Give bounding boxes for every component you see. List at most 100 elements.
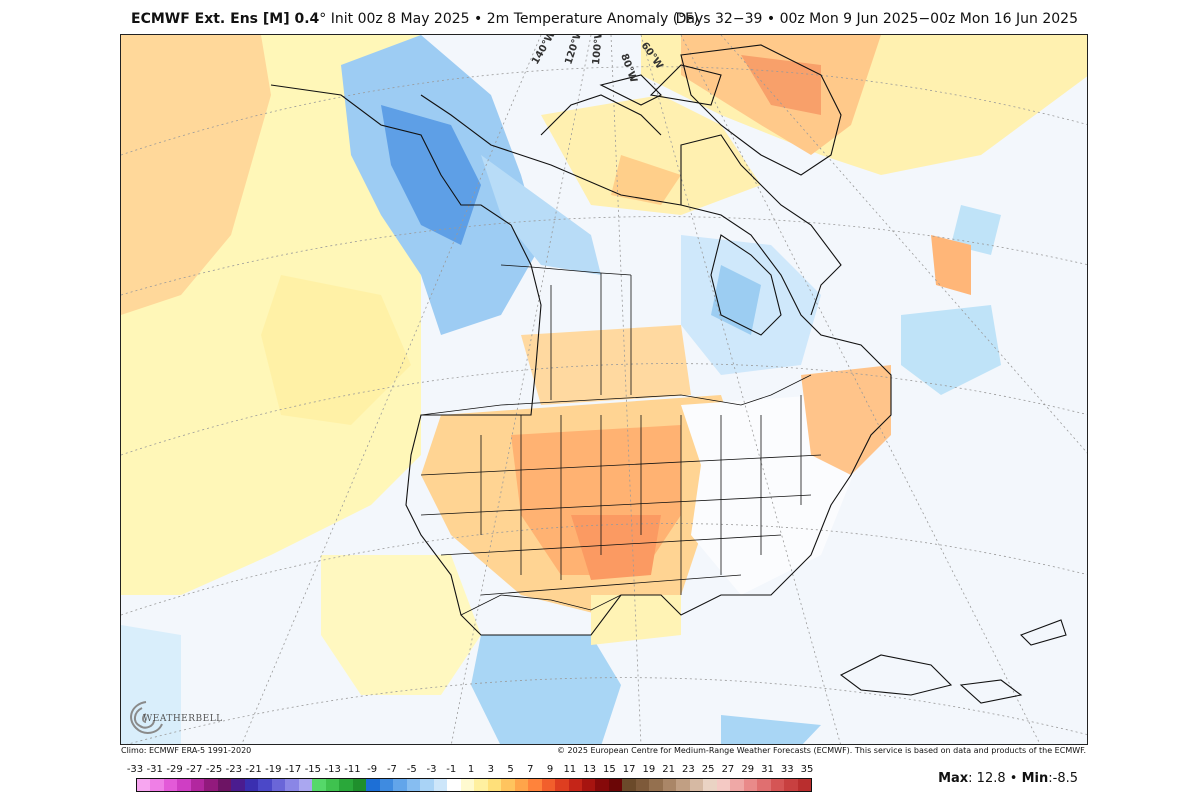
- colorbar-tick-label: -19: [265, 764, 282, 775]
- climo-note: Climo: ECMWF ERA-5 1991-2020: [121, 746, 252, 755]
- coastlines: [270, 44, 1067, 704]
- colorbar-tick-label: -23: [225, 764, 242, 775]
- weatherbell-logo: [130, 701, 163, 734]
- colorbar-swatch: [190, 779, 205, 791]
- valid-period: Days 32−39 • 00z Mon 9 Jun 2025−00z Mon …: [676, 11, 1078, 27]
- colorbar-tick-label: 17: [622, 764, 636, 775]
- colorbar-swatch: [339, 779, 353, 791]
- colorbar-swatch: [298, 779, 313, 791]
- colorbar-swatch: [244, 779, 259, 791]
- east-pacific-warm: [321, 555, 481, 695]
- colorbar-swatch: [730, 779, 744, 791]
- colorbar-swatch: [784, 779, 798, 791]
- colorbar-tick-label: 11: [563, 764, 577, 775]
- colorbar-tick-label: 29: [741, 764, 755, 775]
- colorbar-swatch: [568, 779, 582, 791]
- logo-text: WEATHERBELL: [143, 714, 223, 724]
- colorbar-swatch: [312, 779, 326, 791]
- stats-separator: •: [1009, 771, 1018, 786]
- colorbar-swatch: [366, 779, 380, 791]
- colorbar-swatch: [689, 779, 704, 791]
- product-name: 2m Temperature Anomaly (°F): [486, 11, 699, 27]
- colorbar-swatch: [460, 779, 475, 791]
- colorbar-tick-label: 31: [761, 764, 774, 775]
- colorbar-swatch: [622, 779, 636, 791]
- colorbar-swatch: [649, 779, 663, 791]
- colorbar-swatch: [352, 779, 367, 791]
- colorbar: [136, 778, 812, 792]
- colorbar-swatch: [581, 779, 596, 791]
- min-value: :-8.5: [1048, 771, 1078, 786]
- colorbar-swatch: [217, 779, 232, 791]
- colorbar-tick-label: 33: [780, 764, 794, 775]
- colorbar-swatch: [379, 779, 394, 791]
- colorbar-swatch: [137, 779, 151, 791]
- colorbar-swatch: [177, 779, 191, 791]
- colorbar-swatch: [514, 779, 529, 791]
- arctic-canada-warm: [541, 95, 761, 215]
- colorbar-tick-label: -7: [386, 764, 397, 775]
- hudson-bay-cold-core: [711, 265, 761, 335]
- colorbar-tick-label: 5: [507, 764, 514, 775]
- title-bullet: •: [474, 11, 483, 27]
- colorbar-swatch: [433, 779, 448, 791]
- init-time: Init 00z 8 May 2025: [330, 11, 470, 27]
- colorbar-swatch: [716, 779, 731, 791]
- colorbar-tick-label: 35: [800, 764, 814, 775]
- model-name: ECMWF Ext. Ens [M] 0.4: [131, 11, 320, 27]
- colorbar-swatch: [150, 779, 164, 791]
- colorbar-tick-label: -1: [446, 764, 457, 775]
- colorbar-swatch: [676, 779, 690, 791]
- colorbar-swatch: [797, 779, 812, 791]
- colorbar-labels: -33 -31 -29 -27 -25 -23 -21 -19 -17 -15 -13 -11 -9 -7…: [120, 764, 820, 778]
- valid-bullet: •: [766, 11, 776, 27]
- colorbar-swatch: [703, 779, 717, 791]
- colorbar-swatch: [285, 779, 299, 791]
- resolution-degree: °: [319, 11, 327, 27]
- colorbar-tick-label: 25: [701, 764, 715, 775]
- colorbar-swatch: [528, 779, 542, 791]
- colorbar-tick-label: -31: [146, 764, 163, 775]
- min-label: Min: [1021, 771, 1049, 786]
- colorbar-swatch: [757, 779, 771, 791]
- texas-oklahoma-warm-max: [571, 515, 661, 580]
- colorbar-tick-label: -13: [324, 764, 341, 775]
- colorbar-swatch: [447, 779, 461, 791]
- max-min-stats: Max: 12.8 • Min:-8.5: [938, 771, 1078, 786]
- colorbar-tick-label: 19: [642, 764, 656, 775]
- colorbar-tick-label: 3: [487, 764, 494, 775]
- yukon-cool-area: [481, 155, 601, 275]
- colorbar-swatch: [770, 779, 785, 791]
- colorbar-swatch: [474, 779, 488, 791]
- colorbar-swatch: [406, 779, 421, 791]
- colorbar-tick-label: 15: [602, 764, 616, 775]
- canadian-prairies-warm: [521, 325, 691, 405]
- colorbar-tick-label: -21: [245, 764, 262, 775]
- colorbar-swatch: [662, 779, 677, 791]
- labrador-sea-cool: [951, 205, 1001, 255]
- max-value: : 12.8: [968, 771, 1006, 786]
- southern-mexico-cool: [471, 635, 621, 744]
- valid-range: 00z Mon 9 Jun 2025−00z Mon 16 Jun 2025: [779, 11, 1078, 27]
- colorbar-tick-label: -17: [284, 764, 302, 775]
- colorbar-swatch: [231, 779, 245, 791]
- greenland-warm-max: [741, 55, 821, 115]
- colorbar-swatch: [541, 779, 556, 791]
- colorbar-swatch: [555, 779, 569, 791]
- colorbar-swatch: [325, 779, 340, 791]
- map-title: ECMWF Ext. Ens [M] 0.4° Init 00z 8 May 2…: [131, 11, 699, 27]
- colorbar-swatch: [271, 779, 286, 791]
- copyright-note: © 2025 European Centre for Medium-Range …: [557, 746, 1086, 755]
- graticule: [121, 35, 1087, 744]
- colorbar-swatch: [595, 779, 609, 791]
- max-label: Max: [938, 771, 969, 786]
- colorbar-swatch: [163, 779, 178, 791]
- days-range: Days 32−39: [675, 11, 763, 27]
- colorbar-tick-label: 13: [583, 764, 596, 775]
- colorbar-tick-label: -15: [304, 764, 322, 775]
- political-borders: [420, 264, 822, 616]
- colorbar-swatch: [420, 779, 434, 791]
- colorbar-tick-label: -33: [126, 764, 144, 775]
- colorbar-tick-label: -25: [205, 764, 223, 775]
- pacific-warm-patch: [261, 275, 411, 425]
